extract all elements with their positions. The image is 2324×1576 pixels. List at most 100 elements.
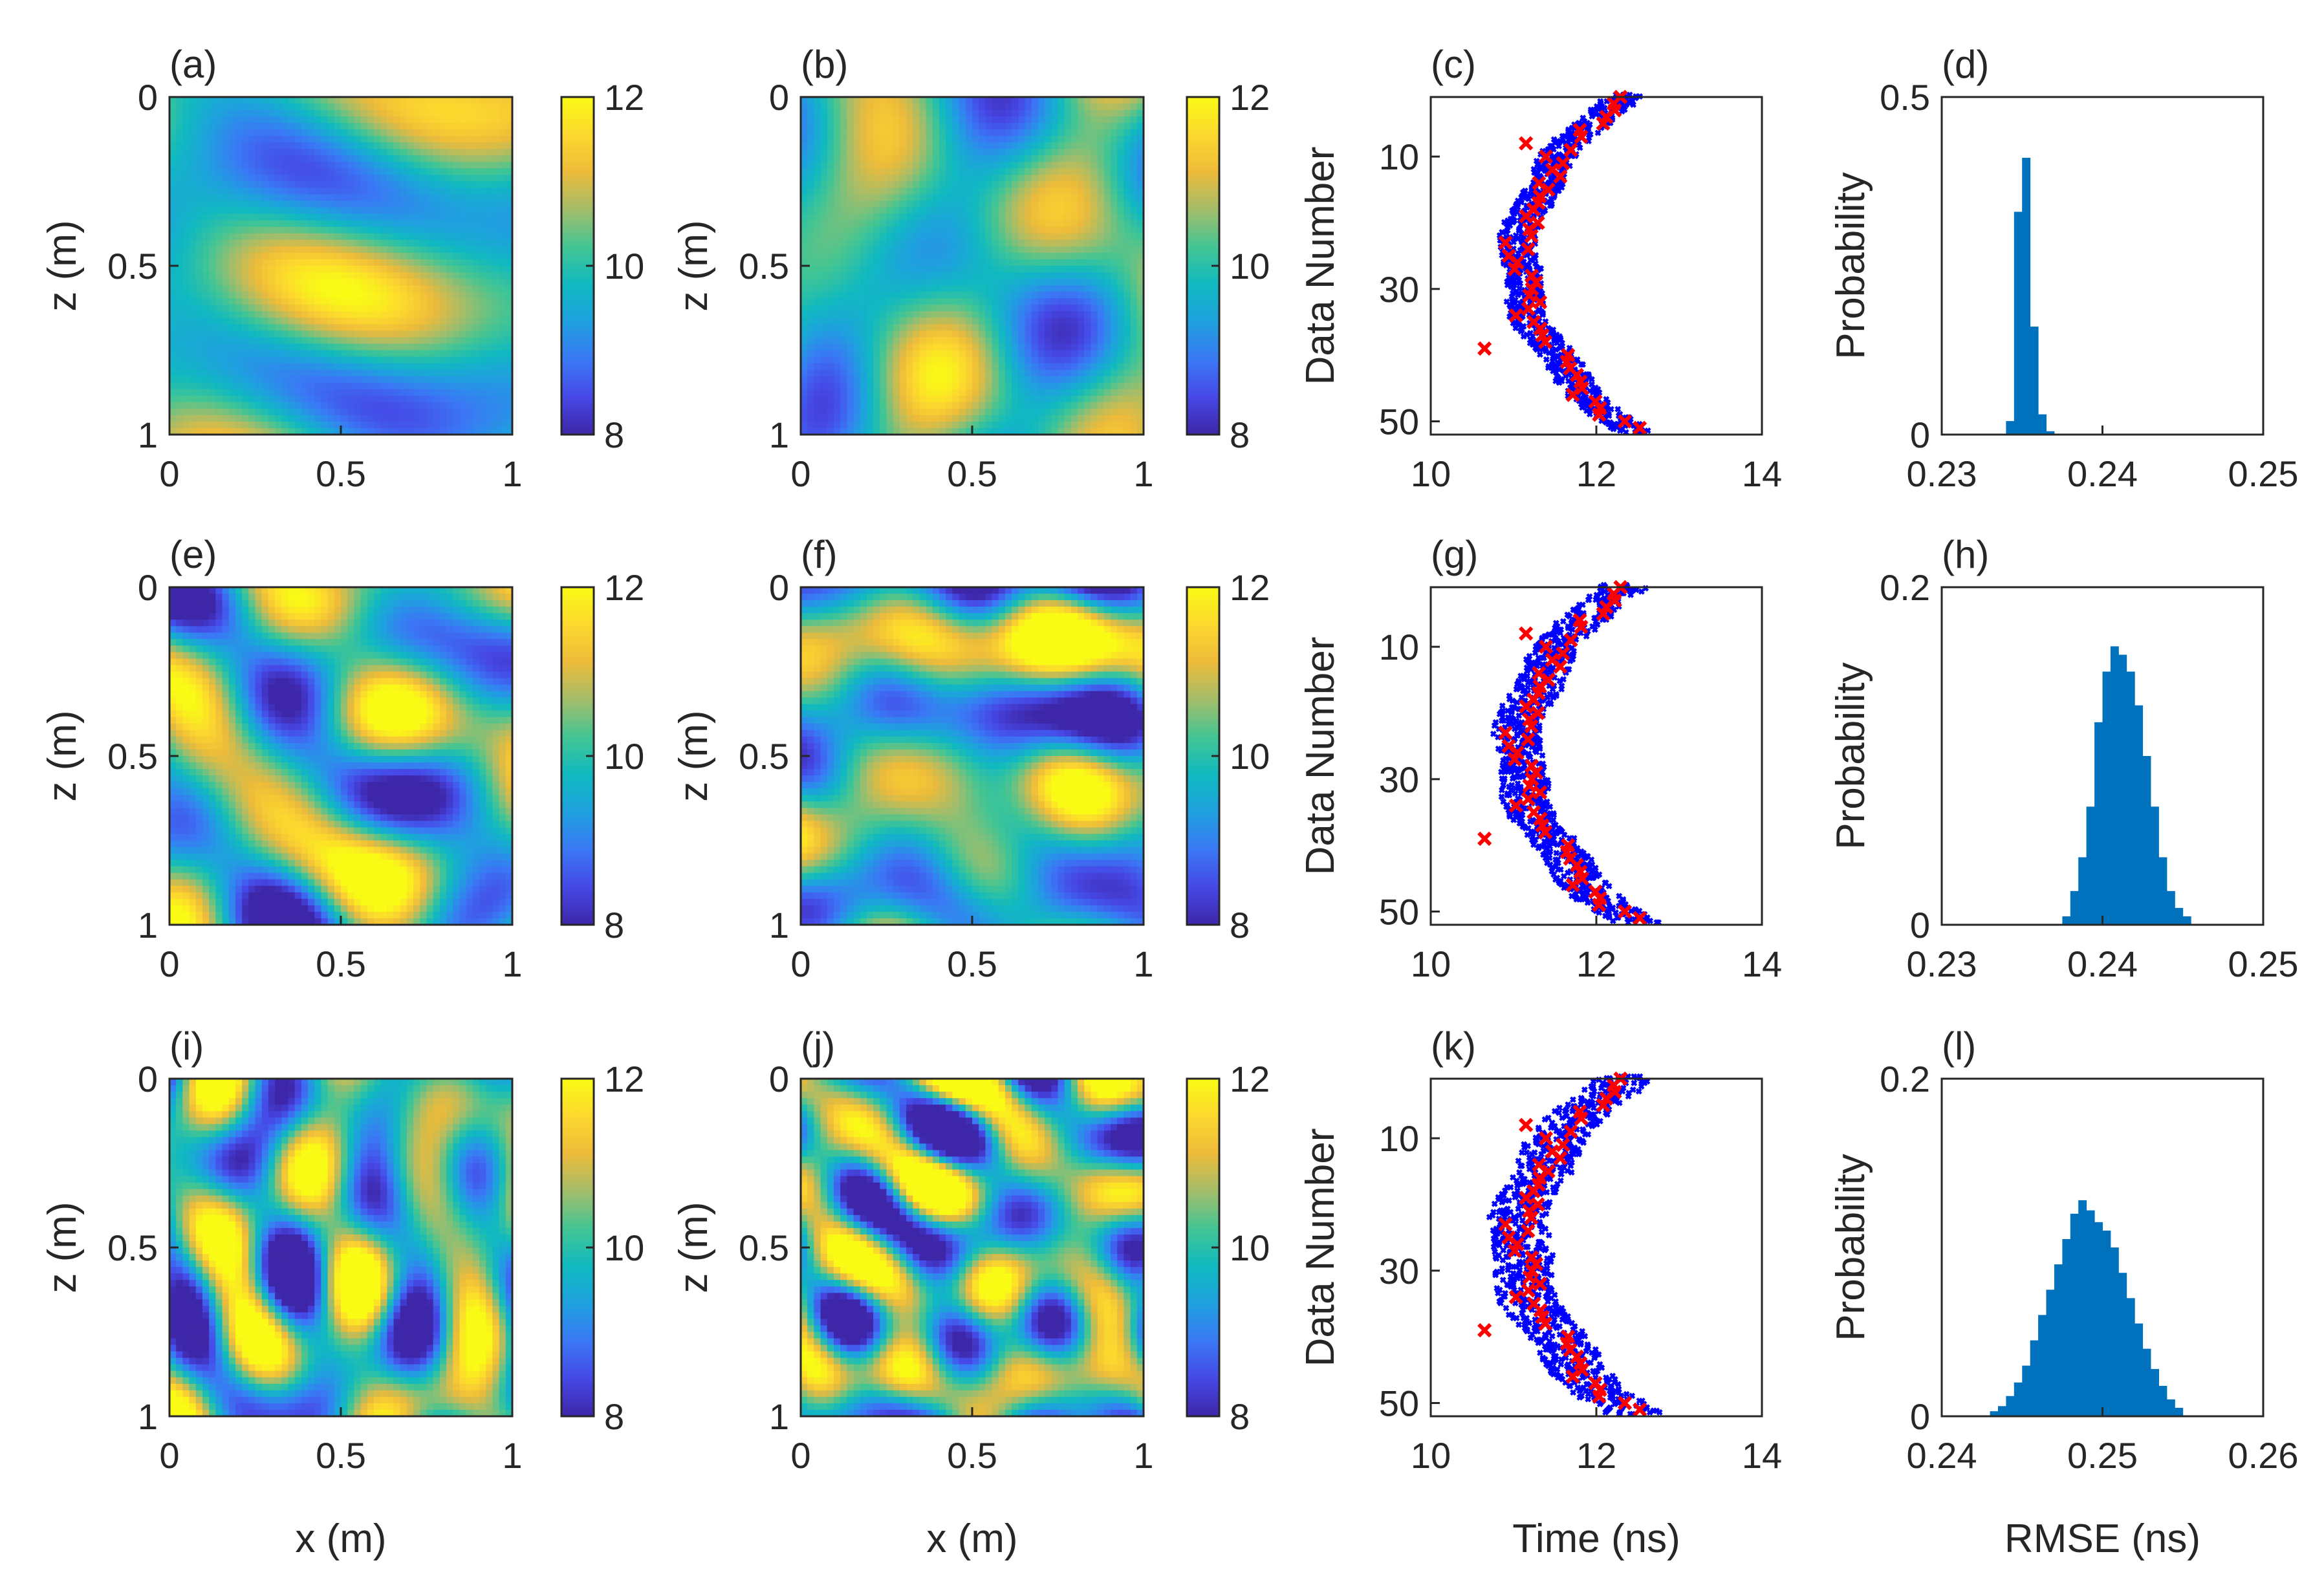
heatmap-cell (1084, 103, 1092, 111)
heatmap-cell (406, 246, 414, 254)
heatmap-cell (314, 110, 322, 117)
heatmap-cell (275, 239, 283, 247)
heatmap-cell (393, 213, 401, 221)
heatmap-cell (820, 142, 828, 150)
heatmap-cell (248, 239, 256, 247)
heatmap-cell (472, 239, 480, 247)
heatmap-cell (1070, 337, 1078, 345)
heatmap-cell (899, 188, 907, 195)
heatmap-cell (860, 116, 867, 124)
heatmap-cell (235, 155, 243, 163)
heatmap-cell (189, 123, 197, 130)
heatmap-cell (492, 376, 500, 383)
heatmap-cell (985, 252, 993, 260)
heatmap-cell (459, 155, 467, 163)
heatmap-cell (1064, 175, 1072, 182)
heatmap-cell (1084, 233, 1092, 241)
heatmap-cell (281, 279, 289, 286)
heatmap-cell (820, 298, 828, 306)
heatmap-cell (439, 200, 447, 208)
heatmap-cell (1037, 142, 1045, 150)
heatmap-cell (281, 350, 289, 358)
heatmap-cell (433, 103, 440, 111)
heatmap-cell (1078, 110, 1085, 117)
heatmap-cell (972, 324, 979, 332)
heatmap-cell (998, 259, 1006, 266)
heatmap-cell (946, 129, 953, 137)
heatmap-cell (499, 318, 506, 325)
heatmap-cell (479, 162, 487, 169)
heatmap-cell (248, 168, 256, 176)
heatmap-cell (268, 298, 276, 306)
heatmap-cell (979, 188, 986, 195)
heatmap-cell (195, 239, 203, 247)
heatmap-cell (301, 376, 309, 383)
heatmap-cell (393, 324, 401, 332)
heatmap-cell (486, 155, 494, 163)
heatmap-cell (919, 142, 927, 150)
heatmap-cell (479, 175, 487, 182)
heatmap-cell (913, 168, 920, 176)
heatmap-cell (235, 226, 243, 234)
heatmap-cell (899, 350, 907, 358)
heatmap-cell (268, 207, 276, 215)
heatmap-cell (373, 311, 381, 319)
heatmap-cell (209, 363, 217, 371)
heatmap-cell (367, 129, 375, 137)
heatmap-cell (873, 213, 881, 221)
heatmap-cell (1070, 233, 1078, 241)
heatmap-cell (833, 330, 841, 338)
heatmap-cell (833, 200, 841, 208)
heatmap-cell (479, 421, 487, 429)
heatmap-cell (373, 142, 381, 150)
heatmap-cell (176, 97, 184, 104)
heatmap-cell (1058, 324, 1065, 332)
heatmap-cell (406, 415, 414, 422)
heatmap-cell (327, 246, 335, 254)
heatmap-cell (321, 220, 329, 228)
heatmap-cell (321, 298, 329, 306)
heatmap-cell (932, 220, 940, 228)
heatmap-cell (426, 207, 434, 215)
heatmap-cell (926, 116, 933, 124)
heatmap-cell (932, 168, 940, 176)
heatmap-cell (373, 350, 381, 358)
heatmap-cell (959, 239, 966, 247)
heatmap-cell (189, 252, 197, 260)
heatmap-cell (1117, 285, 1125, 292)
heatmap-cell (268, 181, 276, 189)
heatmap-cell (972, 246, 979, 254)
heatmap-cell (886, 207, 894, 215)
heatmap-cell (479, 292, 487, 299)
heatmap-cell (433, 337, 440, 345)
heatmap-cell (268, 382, 276, 390)
heatmap-cell (215, 168, 223, 176)
heatmap-cell (242, 129, 250, 137)
heatmap-cell (439, 395, 447, 403)
heatmap-cell (215, 266, 223, 273)
heatmap-cell (985, 116, 993, 124)
heatmap-cell (354, 129, 362, 137)
heatmap-cell (420, 239, 428, 247)
heatmap-cell (1103, 292, 1111, 299)
heatmap-cell (1084, 97, 1092, 104)
heatmap-cell (406, 226, 414, 234)
heatmap-cell (235, 402, 243, 409)
heatmap-cell (301, 305, 309, 312)
heatmap-cell (1037, 97, 1045, 104)
heatmap-cell (446, 226, 454, 234)
heatmap-cell (959, 123, 966, 130)
heatmap-cell (176, 142, 184, 150)
heatmap-cell (866, 337, 874, 345)
heatmap-cell (820, 259, 828, 266)
heatmap-cell (492, 149, 500, 157)
heatmap-cell (1058, 110, 1065, 117)
heatmap-cell (965, 311, 973, 319)
heatmap-cell (354, 259, 362, 266)
heatmap-cell (228, 318, 236, 325)
heatmap-cell (919, 149, 927, 157)
heatmap-cell (453, 116, 461, 124)
heatmap-cell (1064, 330, 1072, 338)
heatmap-cell (1084, 279, 1092, 286)
heatmap-cell (1012, 213, 1019, 221)
